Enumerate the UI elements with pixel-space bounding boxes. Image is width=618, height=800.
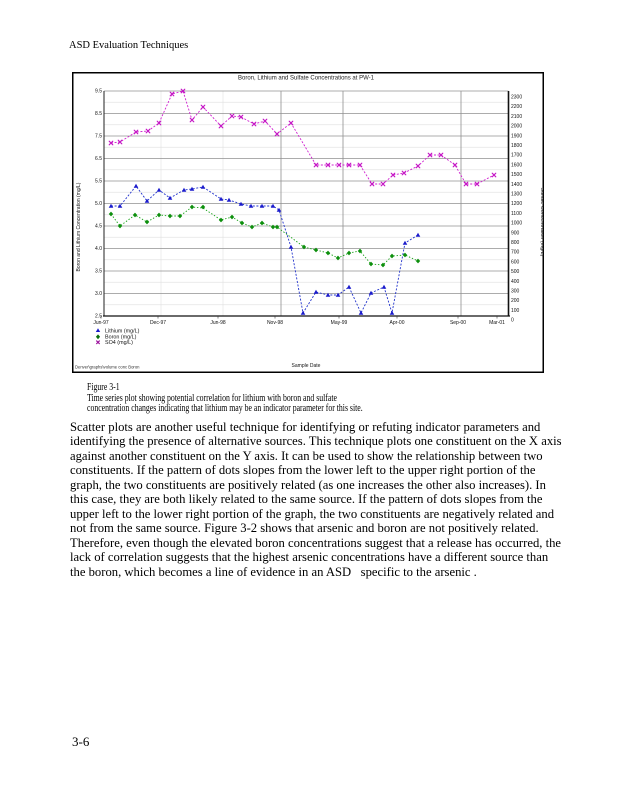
- svg-text:6.5: 6.5: [95, 156, 102, 162]
- svg-text:1100: 1100: [511, 211, 522, 217]
- svg-text:5.5: 5.5: [95, 179, 102, 185]
- svg-text:3.0: 3.0: [95, 291, 102, 297]
- svg-text:7.5: 7.5: [95, 134, 102, 140]
- svg-text:100: 100: [511, 308, 520, 314]
- svg-text:Apr-00: Apr-00: [389, 320, 404, 326]
- svg-text:800: 800: [511, 240, 520, 246]
- svg-text:2300: 2300: [511, 95, 522, 101]
- svg-text:2200: 2200: [511, 104, 522, 110]
- svg-text:Sep-00: Sep-00: [450, 320, 466, 326]
- svg-text:Lithium (mg/L): Lithium (mg/L): [105, 329, 140, 335]
- svg-text:700: 700: [511, 250, 520, 256]
- svg-text:1800: 1800: [511, 143, 522, 149]
- svg-text:2.5: 2.5: [95, 314, 102, 320]
- svg-text:400: 400: [511, 279, 520, 285]
- svg-text:Jun-97: Jun-97: [93, 320, 109, 326]
- svg-text:Mar-01: Mar-01: [489, 320, 505, 326]
- svg-text:9.5: 9.5: [95, 89, 102, 95]
- svg-text:300: 300: [511, 289, 520, 295]
- svg-text:Nov-98: Nov-98: [267, 320, 283, 326]
- svg-text:1000: 1000: [511, 221, 522, 227]
- svg-text:1200: 1200: [511, 201, 522, 207]
- svg-text:Denver\graphs\volume conc Boro: Denver\graphs\volume conc Boron: [75, 365, 140, 370]
- svg-text:3.5: 3.5: [95, 269, 102, 275]
- svg-text:Boron, Lithium and Sulfate Con: Boron, Lithium and Sulfate Concentration…: [238, 76, 375, 82]
- svg-text:Boron and Lithium Concentratio: Boron and Lithium Concentration (mg/L): [76, 182, 82, 271]
- svg-text:2000: 2000: [511, 124, 522, 130]
- svg-text:Jun-98: Jun-98: [210, 320, 226, 326]
- svg-text:600: 600: [511, 259, 520, 265]
- svg-text:200: 200: [511, 298, 520, 304]
- svg-text:Sample Date: Sample Date: [292, 363, 321, 369]
- svg-text:5.0: 5.0: [95, 201, 102, 207]
- svg-text:500: 500: [511, 269, 520, 275]
- svg-text:1900: 1900: [511, 133, 522, 139]
- svg-text:2100: 2100: [511, 114, 522, 120]
- svg-text:1700: 1700: [511, 153, 522, 159]
- svg-text:1400: 1400: [511, 182, 522, 188]
- svg-text:0: 0: [511, 318, 514, 324]
- svg-text:900: 900: [511, 230, 520, 236]
- svg-text:8.5: 8.5: [95, 111, 102, 117]
- svg-text:1600: 1600: [511, 162, 522, 168]
- svg-text:1500: 1500: [511, 172, 522, 178]
- svg-text:Dec-97: Dec-97: [150, 320, 166, 326]
- svg-text:SO4 (mg/L): SO4 (mg/L): [105, 340, 133, 346]
- svg-text:May-99: May-99: [331, 320, 348, 326]
- svg-text:1300: 1300: [511, 192, 522, 198]
- svg-text:Boron (mg/L): Boron (mg/L): [105, 334, 137, 340]
- svg-text:Sulfate Concentration (mg/L): Sulfate Concentration (mg/L): [539, 188, 544, 257]
- svg-text:4.5: 4.5: [95, 224, 102, 230]
- svg-text:4.0: 4.0: [95, 246, 102, 252]
